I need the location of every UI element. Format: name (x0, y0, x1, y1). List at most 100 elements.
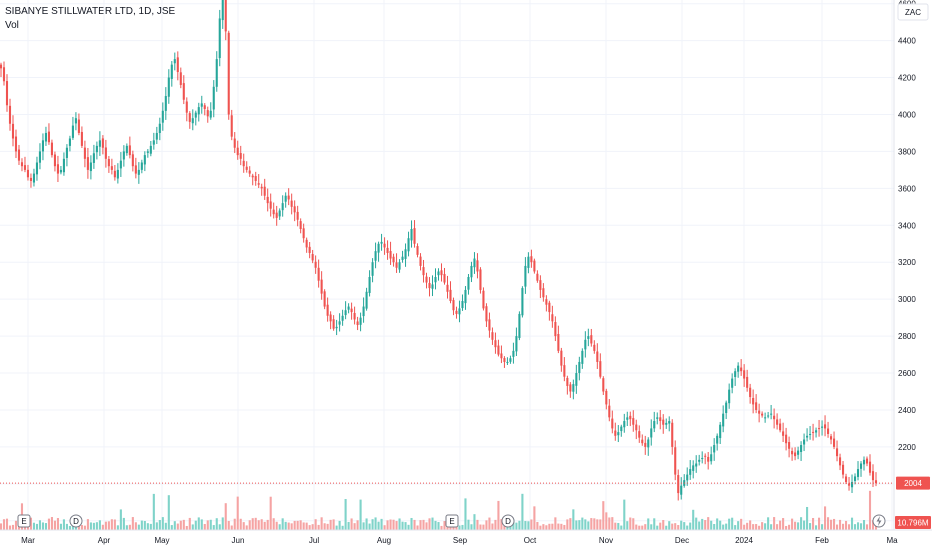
candle-body (179, 72, 182, 85)
volume-bar (524, 521, 527, 530)
volume-bar (779, 520, 782, 530)
volume-bar (221, 517, 224, 530)
volume-bar (224, 503, 227, 530)
candle-body (278, 210, 281, 217)
candle-body (38, 151, 42, 163)
candle-body (245, 166, 248, 170)
volume-bar (143, 520, 146, 530)
candle-body (65, 147, 68, 158)
volume-bar (557, 523, 560, 530)
volume-bar (29, 517, 33, 530)
volume-bar (233, 518, 236, 530)
price-tick-label: 3200 (898, 258, 916, 267)
candle-body (827, 428, 830, 434)
volume-bar (248, 520, 251, 530)
volume-bar (293, 520, 296, 530)
volume-bar (218, 524, 221, 530)
volume-bar (865, 524, 869, 530)
volume-bar (821, 524, 824, 530)
svg-text:10.796M: 10.796M (897, 519, 928, 528)
candle-body (356, 321, 359, 326)
volume-bar (182, 519, 185, 530)
volume-bar (413, 519, 416, 530)
candle-body (704, 455, 707, 457)
volume-bar (428, 518, 431, 530)
candle-body (197, 107, 200, 115)
candle-body (809, 433, 812, 435)
candle-body (407, 238, 410, 252)
candle-body (386, 247, 389, 253)
time-tick-label: Dec (675, 536, 689, 545)
volume-bar (215, 518, 218, 530)
volume-bar (323, 523, 326, 530)
candle-body (41, 140, 45, 152)
volume-bar (470, 524, 473, 530)
volume-bar (200, 519, 203, 530)
volume-bar (425, 522, 428, 530)
candle-body (503, 358, 506, 362)
volume-bar (203, 523, 206, 530)
price-axis[interactable] (894, 0, 932, 530)
candle-body (455, 310, 458, 314)
candle-body (146, 151, 149, 153)
volume-bar (704, 520, 707, 530)
volume-bar (317, 524, 320, 530)
volume-bar (302, 522, 305, 530)
candle-body (5, 81, 9, 106)
volume-bar (407, 524, 410, 530)
volume-bar (62, 519, 65, 530)
volume-bar (773, 517, 776, 530)
candle-body (473, 258, 476, 268)
volume-bar (245, 525, 248, 530)
volume-bar (518, 520, 521, 530)
volume-bar (173, 521, 176, 530)
candle-body (518, 313, 521, 339)
volume-bar (197, 517, 200, 530)
volume-bar (0, 523, 3, 530)
volume-bar (686, 525, 689, 530)
currency-badge[interactable]: ZAC (897, 3, 929, 21)
candle-body (248, 170, 251, 174)
candle-body (425, 276, 428, 283)
volume-bar (377, 521, 380, 530)
volume-label: Vol (5, 20, 19, 31)
candle-body (608, 405, 611, 418)
time-axis-ticks: Mar Apr May Jun Jul Aug Sep Oct Nov Dec 2024 Feb Ma (21, 536, 898, 545)
volume-bar (179, 520, 182, 530)
candle-body (835, 448, 839, 457)
volume-bar (731, 517, 734, 530)
volume-bar (149, 523, 152, 530)
volume-bar (578, 520, 581, 530)
candle-body (0, 64, 3, 69)
volume-bar (5, 518, 9, 530)
price-tick-label: 4000 (898, 110, 916, 119)
candle-body (287, 195, 290, 200)
candle-body (98, 140, 101, 147)
volume-bar (494, 519, 497, 530)
volume-bar (242, 522, 245, 530)
volume-bar (701, 518, 704, 530)
candle-body (332, 319, 335, 329)
candle-body (770, 413, 773, 415)
candle-body (182, 83, 185, 100)
volume-bar (170, 525, 173, 530)
candle-body (149, 145, 152, 154)
volume-bar (575, 520, 578, 530)
candle-body (629, 415, 632, 420)
lightning-icon[interactable] (872, 514, 886, 528)
candle-body (449, 289, 452, 302)
candle-body (815, 430, 818, 433)
candle-body (200, 103, 203, 107)
candle-body (176, 57, 179, 73)
volume-bar (788, 524, 791, 530)
volume-bar (868, 490, 872, 530)
volume-bar (824, 506, 827, 530)
candle-body (83, 147, 86, 159)
volume-bar (401, 521, 404, 530)
volume-bar (155, 522, 158, 530)
candle-body (263, 186, 266, 196)
candle-body (62, 158, 65, 173)
candle-body (77, 119, 80, 133)
